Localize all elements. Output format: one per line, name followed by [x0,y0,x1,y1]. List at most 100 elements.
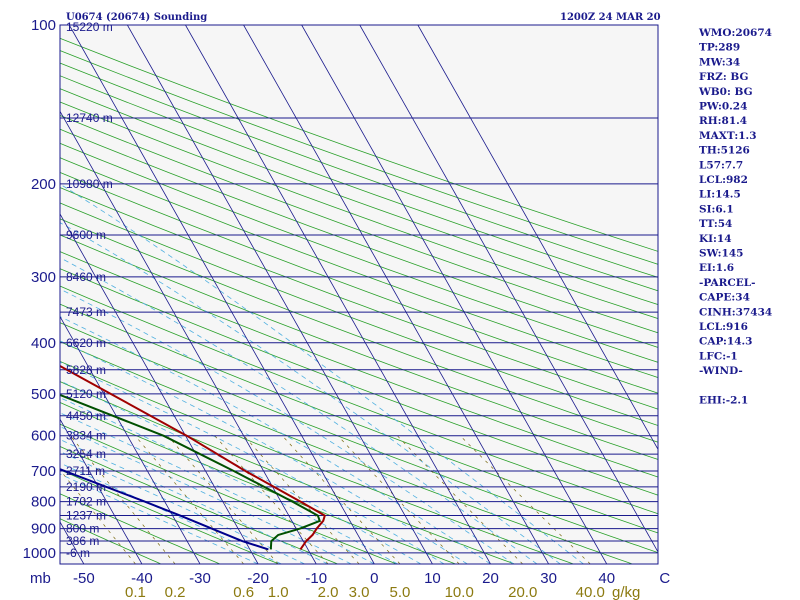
mixing-ratio-tick-label: 0.2 [165,584,186,600]
dry-adiabat [60,202,658,426]
temperature-tick-label: C [659,570,670,587]
mixing-ratio-line [214,435,329,564]
moist-adiabat [60,412,375,564]
height-label: 6620 m [66,336,106,350]
isotherm-line [185,25,491,564]
pressure-unit-label: mb [30,570,51,587]
sounding-indices: WMO:20674 TP:289 MW:34 FRZ: BG WB0: BG PW:0.2… [698,27,772,407]
index-value: LI:14.5 [699,189,741,201]
isotherm-line [60,315,201,564]
height-label: 3254 m [66,447,106,461]
height-label: 5828 m [66,363,106,377]
temperature-tick-label: 10 [424,570,441,587]
mixing-ratio-labels: 0.1 0.2 0.6 1.0 2.0 3.0 5.0 10.0 20.0 40.0 [125,584,605,600]
mixing-ratio-tick-label: 0.6 [233,584,254,600]
pressure-tick-label: 100 [31,17,56,34]
moist-adiabat [60,380,422,564]
sounding-profiles [60,364,326,551]
index-value: LCL:916 [699,321,748,333]
index-value: EI:1.6 [699,262,734,274]
dry-adiabat [60,360,574,564]
pressure-tick-label: 400 [31,335,56,352]
dry-adiabat [60,493,221,564]
index-value: PW:0.24 [699,101,747,113]
dry-adiabat [60,303,658,534]
moist-adiabat [60,397,398,564]
dry-adiabat [60,234,658,460]
dry-adiabat [60,218,658,443]
moist-adiabats [60,183,584,564]
isobars [60,25,658,564]
pressure-tick-label: 1000 [23,545,56,562]
index-value: TT:54 [699,218,732,230]
temperature-profile [60,364,326,550]
index-value: WMO:20674 [698,27,772,39]
index-value: SI:6.1 [699,203,734,215]
index-value: MAXT:1.3 [699,130,757,142]
station-title: U0674 (20674) Sounding [66,12,207,23]
isotherm-line [60,418,143,564]
mixing-ratio-tick-label: 0.1 [125,584,146,600]
moist-adiabat [60,361,445,564]
index-value: MW:34 [699,56,740,68]
index-value: CAP:14.3 [699,336,752,348]
dry-adiabat [60,142,658,363]
index-value: WB0: BG [698,86,753,98]
dry-adiabat [60,469,279,564]
index-value: EHI:-2.1 [699,395,748,407]
height-label: 2711 m [66,464,105,478]
height-label: 2190 m [66,480,106,494]
mixing-ratio-line [243,435,360,564]
mixing-ratio-tick-label: 10.0 [445,584,474,600]
dry-adiabat [60,88,658,305]
index-value: -PARCEL- [699,277,755,289]
pressure-tick-label: 500 [31,386,56,403]
dry-adiabat [60,115,658,334]
mixing-ratio-unit-label: g/kg [612,584,640,600]
index-value: SW:145 [699,248,743,260]
moist-adiabat [60,257,538,564]
index-value: L57:7.7 [699,159,743,171]
mixing-ratio-tick-label: 3.0 [349,584,370,600]
temperature-tick-label: 30 [540,570,557,587]
moist-adiabat [60,222,561,564]
height-labels: 15220 m 12740 m 10980 m 9600 m 8460 m 7473 m 6… [66,20,113,560]
pressure-tick-label: 200 [31,176,56,193]
mixing-ratio-tick-label: 2.0 [318,584,339,600]
index-value: -WIND- [699,365,743,377]
pressure-tick-label: 700 [31,463,56,480]
temperature-tick-label: 20 [482,570,499,587]
moist-adiabat [60,426,352,564]
temperature-axis-labels: -50 -40 -30 -20 -10 0 10 20 30 40 C [73,570,670,587]
dry-adiabat [60,402,456,564]
moist-adiabat [60,439,329,564]
height-label: 800 m [66,522,99,536]
dry-adiabat [60,128,658,348]
pressure-axis-labels: 100 200 300 400 500 600 700 800 900 1000 [23,17,56,562]
mixing-ratio-lines [60,435,591,564]
dry-adiabats [60,37,658,564]
height-label: 1237 m [66,509,106,523]
dry-adiabat [60,268,658,496]
height-label: 10980 m [66,177,113,191]
dry-adiabat [60,518,162,564]
mixing-ratio-line [167,435,279,564]
pressure-tick-label: 300 [31,269,56,286]
isotherm-line [68,25,375,564]
dry-adiabat [60,381,515,564]
dry-adiabat [60,75,658,292]
dry-adiabat [60,341,633,564]
isotherm-line [60,213,259,564]
temperature-tick-label: -50 [73,570,95,587]
dry-adiabat [60,62,658,278]
mixing-ratio-line [70,435,176,564]
mixing-ratio-tick-label: 1.0 [268,584,289,600]
dewpoint-profile [60,393,321,550]
virtual-temperature-profile [60,468,269,551]
moist-adiabat [60,288,515,564]
temperature-tick-label: -40 [131,570,153,587]
isotherm-line [417,25,658,451]
temperature-tick-label: 40 [598,570,615,587]
height-label: -6 m [66,546,90,560]
